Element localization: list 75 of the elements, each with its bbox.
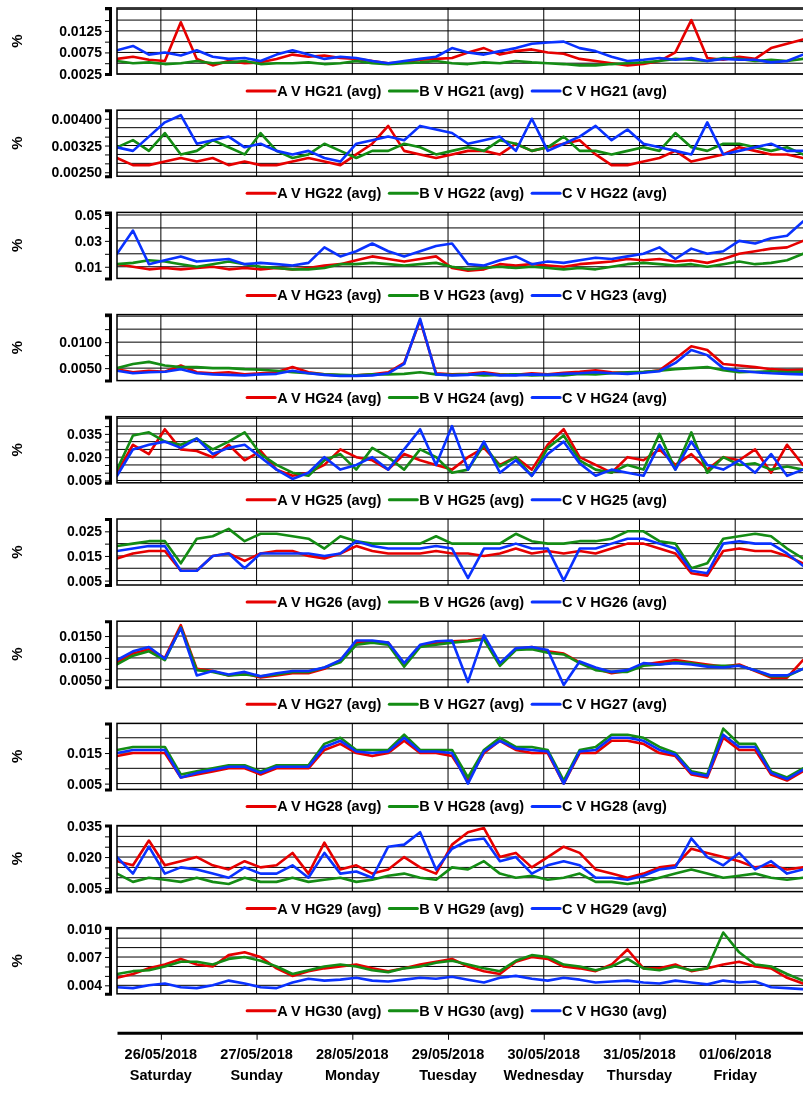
legend-label: B V HG22 (avg) — [419, 185, 525, 202]
y-tick-label: 0.0050 — [59, 671, 103, 688]
y-tick-label: 0.0100 — [59, 649, 103, 666]
x-tick-label: 28/05/2018 Monday — [316, 1045, 389, 1083]
legend-label: C V HG25 (avg) — [562, 491, 668, 508]
legend-label: A V HG30 (avg) — [277, 1002, 382, 1019]
y-tick-label: 0.0050 — [59, 360, 103, 377]
y-axis-title: % — [8, 340, 25, 355]
y-tick-label: 0.01 — [74, 258, 103, 275]
y-tick-label: 0.035 — [66, 425, 103, 442]
y-tick-label: 0.020 — [66, 449, 103, 466]
y-tick-label: 0.035 — [66, 817, 103, 834]
legend-label: C V HG29 (avg) — [562, 900, 668, 917]
y-axis-title: % — [8, 443, 25, 457]
y-tick-label: 0.005 — [66, 880, 103, 897]
y-axis-title: % — [8, 238, 25, 253]
legend-label: C V HG24 (avg) — [562, 389, 668, 406]
y-axis-title: % — [8, 34, 25, 48]
y-axis-title: % — [8, 954, 25, 968]
legend-label: A V HG26 (avg) — [277, 594, 382, 610]
y-tick-label: 0.03 — [74, 232, 103, 249]
y-tick-label: 0.005 — [66, 572, 103, 589]
y-tick-label: 0.005 — [66, 775, 103, 792]
y-axis-title: % — [8, 545, 25, 559]
legend-label: C V HG28 (avg) — [562, 798, 668, 815]
legend-label: B V HG25 (avg) — [419, 491, 525, 508]
legend-label: A V HG28 (avg) — [277, 798, 382, 815]
legend-label: C V HG22 (avg) — [562, 185, 668, 202]
y-tick-label: 0.015 — [66, 745, 103, 762]
y-tick-label: 0.004 — [66, 977, 103, 994]
y-tick-label: 0.00250 — [51, 164, 103, 181]
legend-label: B V HG29 (avg) — [419, 900, 525, 917]
y-tick-label: 0.0125 — [59, 22, 103, 39]
legend-label: B V HG24 (avg) — [419, 389, 525, 406]
y-tick-label: 0.025 — [66, 523, 103, 540]
legend-label: C V HG26 (avg) — [562, 594, 668, 610]
y-axis-title: % — [8, 647, 25, 661]
y-axis-title: % — [8, 749, 25, 764]
x-tick-label: 27/05/2018 Sunday — [220, 1045, 293, 1083]
legend-label: C V HG21 (avg) — [562, 83, 668, 99]
legend-label: A V HG24 (avg) — [277, 389, 382, 406]
legend-label: A V HG27 (avg) — [277, 696, 382, 713]
legend-label: B V HG21 (avg) — [419, 83, 525, 99]
legend-label: A V HG23 (avg) — [277, 287, 382, 304]
legend-label: C V HG30 (avg) — [562, 1002, 668, 1019]
legend-label: B V HG26 (avg) — [419, 594, 525, 610]
x-tick-label: 29/05/2018 Tuesday — [411, 1045, 485, 1083]
y-tick-label: 0.005 — [66, 472, 103, 489]
y-tick-label: 0.0075 — [59, 44, 103, 61]
y-tick-label: 0.010 — [66, 920, 103, 937]
legend-label: B V HG27 (avg) — [419, 696, 525, 713]
y-tick-label: 0.0100 — [59, 334, 103, 351]
x-tick-label: 01/06/2018 Friday — [698, 1045, 772, 1083]
legend-label: A V HG29 (avg) — [277, 900, 382, 917]
y-tick-label: 0.015 — [66, 547, 103, 564]
x-tick-label: 26/05/2018 Saturday — [124, 1045, 198, 1083]
y-tick-label: 0.020 — [66, 849, 103, 866]
y-tick-label: 0.00325 — [51, 137, 103, 154]
x-tick-label: 30/05/2018 Wednesday — [503, 1045, 584, 1083]
legend-label: A V HG21 (avg) — [277, 83, 382, 99]
legend-label: B V HG30 (avg) — [419, 1002, 525, 1019]
legend-label: C V HG27 (avg) — [562, 696, 668, 713]
y-axis-title: % — [8, 851, 25, 866]
y-tick-label: 0.05 — [74, 206, 103, 223]
y-tick-label: 0.0025 — [59, 65, 103, 82]
legend-label: B V HG23 (avg) — [419, 287, 525, 304]
y-tick-label: 0.007 — [66, 949, 103, 966]
x-tick-label: 31/05/2018 Thursday — [603, 1045, 676, 1083]
legend-label: A V HG25 (avg) — [277, 491, 382, 508]
legend-label: B V HG28 (avg) — [419, 798, 525, 815]
y-tick-label: 0.0150 — [59, 628, 103, 645]
y-tick-label: 0.00400 — [51, 110, 103, 127]
y-axis-title: % — [8, 136, 25, 150]
legend-label: A V HG22 (avg) — [277, 185, 382, 202]
legend-label: C V HG23 (avg) — [562, 287, 668, 304]
